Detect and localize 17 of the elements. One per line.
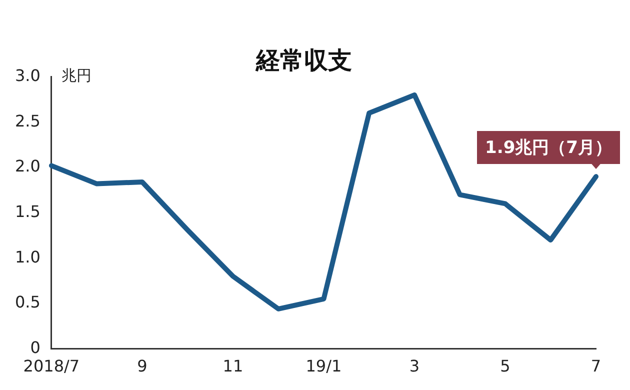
- chart-title: 経常収支: [255, 46, 352, 75]
- y-tick-label: 1.0: [14, 247, 40, 266]
- y-tick-label: 2.5: [14, 111, 40, 130]
- x-tick-label: 2018/7: [23, 356, 80, 376]
- y-tick-label: 0: [30, 338, 40, 357]
- y-axis-title: 兆円: [61, 66, 92, 85]
- x-tick-label: 3: [409, 356, 420, 376]
- y-tick-label: 1.5: [14, 202, 40, 221]
- x-tick-label: 9: [137, 356, 148, 376]
- y-tick-label: 3.0: [14, 66, 40, 85]
- y-tick-label: 0.5: [14, 292, 40, 312]
- x-tick-label: 5: [500, 356, 510, 376]
- annotation: 1.9兆円（7月）: [477, 130, 620, 164]
- y-tick-label: 2.0: [14, 156, 40, 176]
- x-tick-label: 11: [222, 356, 244, 376]
- x-tick-label: 7: [590, 356, 602, 376]
- x-tick-label: 19/1: [306, 356, 342, 376]
